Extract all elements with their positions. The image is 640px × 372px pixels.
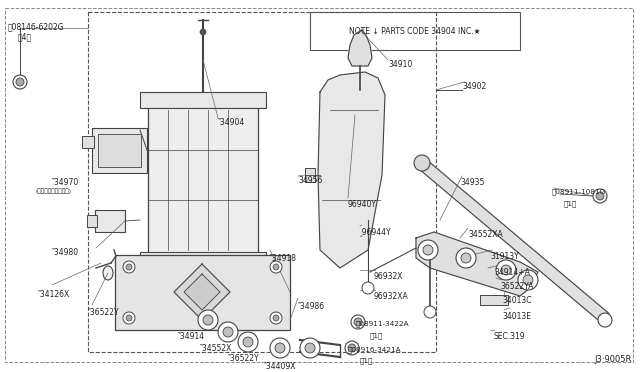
Text: 〈1〉: 〈1〉: [564, 200, 577, 206]
Text: ‶34970: ‶34970: [52, 178, 79, 187]
Circle shape: [273, 315, 279, 321]
Bar: [148, 100, 258, 260]
Circle shape: [345, 341, 359, 355]
Circle shape: [424, 306, 436, 318]
Circle shape: [414, 155, 430, 171]
Text: 34902: 34902: [462, 82, 486, 91]
Circle shape: [593, 189, 607, 203]
Polygon shape: [318, 72, 385, 268]
Text: 36522YA: 36522YA: [500, 282, 533, 291]
Polygon shape: [174, 264, 230, 320]
Text: 96932X: 96932X: [374, 272, 403, 281]
Text: 〈1〉: 〈1〉: [370, 332, 383, 339]
Text: ‶36522Y: ‶36522Y: [228, 354, 260, 363]
Bar: [92, 128, 147, 173]
Circle shape: [198, 310, 218, 330]
Text: ‶34126X: ‶34126X: [38, 290, 70, 299]
Text: 34914+A: 34914+A: [494, 268, 530, 277]
Polygon shape: [416, 157, 609, 323]
Circle shape: [501, 265, 511, 275]
Text: ‶34914: ‶34914: [178, 332, 205, 341]
Text: ‶34904: ‶34904: [218, 118, 245, 127]
Text: 31913Y: 31913Y: [490, 252, 519, 261]
Text: ‶34918: ‶34918: [270, 254, 297, 263]
Polygon shape: [348, 30, 372, 66]
Circle shape: [423, 245, 433, 255]
Circle shape: [126, 315, 132, 321]
Text: 34552XA: 34552XA: [468, 230, 503, 239]
Text: SEC.319: SEC.319: [494, 332, 525, 341]
Text: 96932XA: 96932XA: [374, 292, 409, 301]
Circle shape: [16, 78, 24, 86]
Circle shape: [270, 338, 290, 358]
Circle shape: [275, 343, 285, 353]
Circle shape: [518, 270, 538, 290]
Text: ‶34986: ‶34986: [298, 302, 325, 311]
Polygon shape: [184, 274, 220, 310]
Text: 34910: 34910: [388, 60, 412, 69]
Bar: [98, 134, 141, 167]
Circle shape: [123, 261, 135, 273]
Circle shape: [123, 312, 135, 324]
Circle shape: [418, 240, 438, 260]
Circle shape: [598, 313, 612, 327]
Text: (構成部品は単体販売): (構成部品は単体販売): [36, 188, 72, 193]
Circle shape: [348, 344, 356, 352]
Bar: [480, 295, 508, 305]
Circle shape: [223, 327, 233, 337]
Circle shape: [238, 332, 258, 352]
Text: 34013E: 34013E: [502, 312, 531, 321]
Circle shape: [218, 322, 238, 342]
Circle shape: [354, 318, 362, 326]
Text: 34013C: 34013C: [502, 296, 531, 305]
Bar: [310, 12, 520, 50]
Circle shape: [270, 261, 282, 273]
Text: 〈4〉: 〈4〉: [18, 32, 32, 41]
Circle shape: [13, 75, 27, 89]
Circle shape: [596, 192, 604, 200]
Text: Ⓚ08916-3421A: Ⓚ08916-3421A: [348, 346, 402, 353]
Circle shape: [203, 315, 213, 325]
Bar: [88, 12, 436, 352]
Circle shape: [305, 343, 315, 353]
Text: J3·9005R: J3·9005R: [595, 355, 632, 364]
Circle shape: [461, 253, 471, 263]
Text: NOTE ↓ PARTS CODE 34904 INC.★: NOTE ↓ PARTS CODE 34904 INC.★: [349, 26, 481, 35]
Circle shape: [273, 264, 279, 270]
Ellipse shape: [103, 266, 113, 280]
Text: Ⓑ08146-6202G: Ⓑ08146-6202G: [8, 22, 65, 31]
Bar: [305, 168, 315, 182]
Text: Ⓚ08911-3422A: Ⓚ08911-3422A: [356, 320, 410, 327]
Bar: [115, 255, 290, 330]
Text: 〈1〉: 〈1〉: [360, 357, 373, 363]
Bar: [140, 252, 266, 268]
Bar: [82, 136, 94, 148]
Text: ‶34409X: ‶34409X: [264, 362, 296, 371]
Text: ‶34552X: ‶34552X: [200, 344, 232, 353]
Text: 34956: 34956: [298, 176, 323, 185]
Circle shape: [362, 282, 374, 294]
Circle shape: [456, 248, 476, 268]
Circle shape: [351, 315, 365, 329]
Circle shape: [126, 264, 132, 270]
Text: ‸96944Y: ‸96944Y: [360, 228, 392, 237]
Bar: [140, 92, 266, 108]
Text: Ⓚ08911-1081G: Ⓚ08911-1081G: [552, 188, 606, 195]
Bar: [95, 210, 125, 232]
Circle shape: [270, 312, 282, 324]
Text: 96940Y: 96940Y: [348, 200, 377, 209]
Circle shape: [200, 29, 206, 35]
Polygon shape: [416, 232, 538, 296]
Circle shape: [300, 338, 320, 358]
Text: 34935: 34935: [460, 178, 484, 187]
Text: ‶34980: ‶34980: [52, 248, 79, 257]
Bar: [87, 215, 97, 227]
Circle shape: [243, 337, 253, 347]
Circle shape: [496, 260, 516, 280]
Circle shape: [523, 275, 533, 285]
Text: ‶36522Y: ‶36522Y: [88, 308, 120, 317]
